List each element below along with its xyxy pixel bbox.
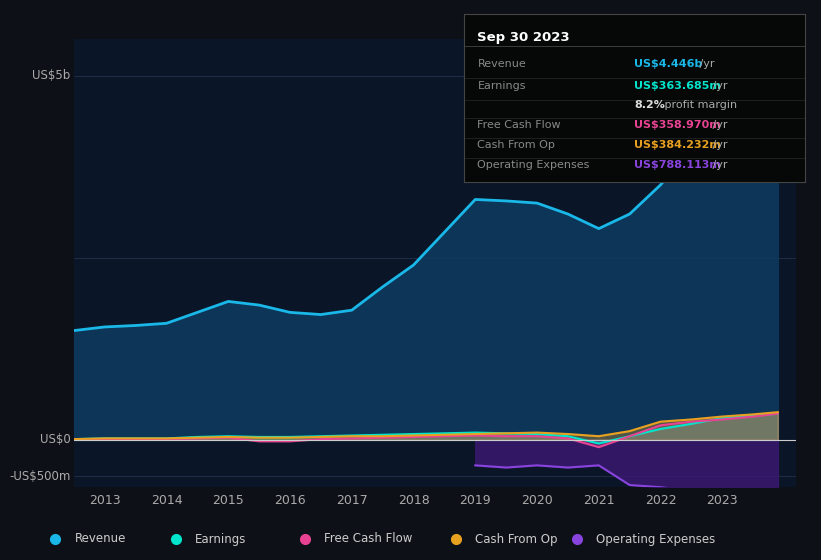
Text: -US$500m: -US$500m xyxy=(9,470,71,483)
Text: Free Cash Flow: Free Cash Flow xyxy=(478,120,561,130)
Text: US$4.446b: US$4.446b xyxy=(635,59,703,69)
Text: Cash From Op: Cash From Op xyxy=(475,533,557,545)
Text: Free Cash Flow: Free Cash Flow xyxy=(323,533,412,545)
Text: Revenue: Revenue xyxy=(75,533,126,545)
Text: /yr: /yr xyxy=(709,120,727,130)
Text: Revenue: Revenue xyxy=(478,59,526,69)
Text: /yr: /yr xyxy=(709,81,727,91)
Text: US$5b: US$5b xyxy=(32,69,71,82)
Text: Earnings: Earnings xyxy=(195,533,246,545)
Text: Sep 30 2023: Sep 30 2023 xyxy=(478,31,570,44)
Text: US$0: US$0 xyxy=(39,433,71,446)
Text: Operating Expenses: Operating Expenses xyxy=(595,533,715,545)
Text: 8.2%: 8.2% xyxy=(635,100,665,110)
Text: /yr: /yr xyxy=(709,160,727,170)
Text: Cash From Op: Cash From Op xyxy=(478,140,555,150)
Text: /yr: /yr xyxy=(709,140,727,150)
Text: US$788.113m: US$788.113m xyxy=(635,160,721,170)
Text: Earnings: Earnings xyxy=(478,81,526,91)
Text: US$384.232m: US$384.232m xyxy=(635,140,721,150)
Text: Operating Expenses: Operating Expenses xyxy=(478,160,589,170)
Text: US$358.970m: US$358.970m xyxy=(635,120,721,130)
Text: US$363.685m: US$363.685m xyxy=(635,81,721,91)
Text: /yr: /yr xyxy=(695,59,714,69)
Text: profit margin: profit margin xyxy=(662,100,737,110)
